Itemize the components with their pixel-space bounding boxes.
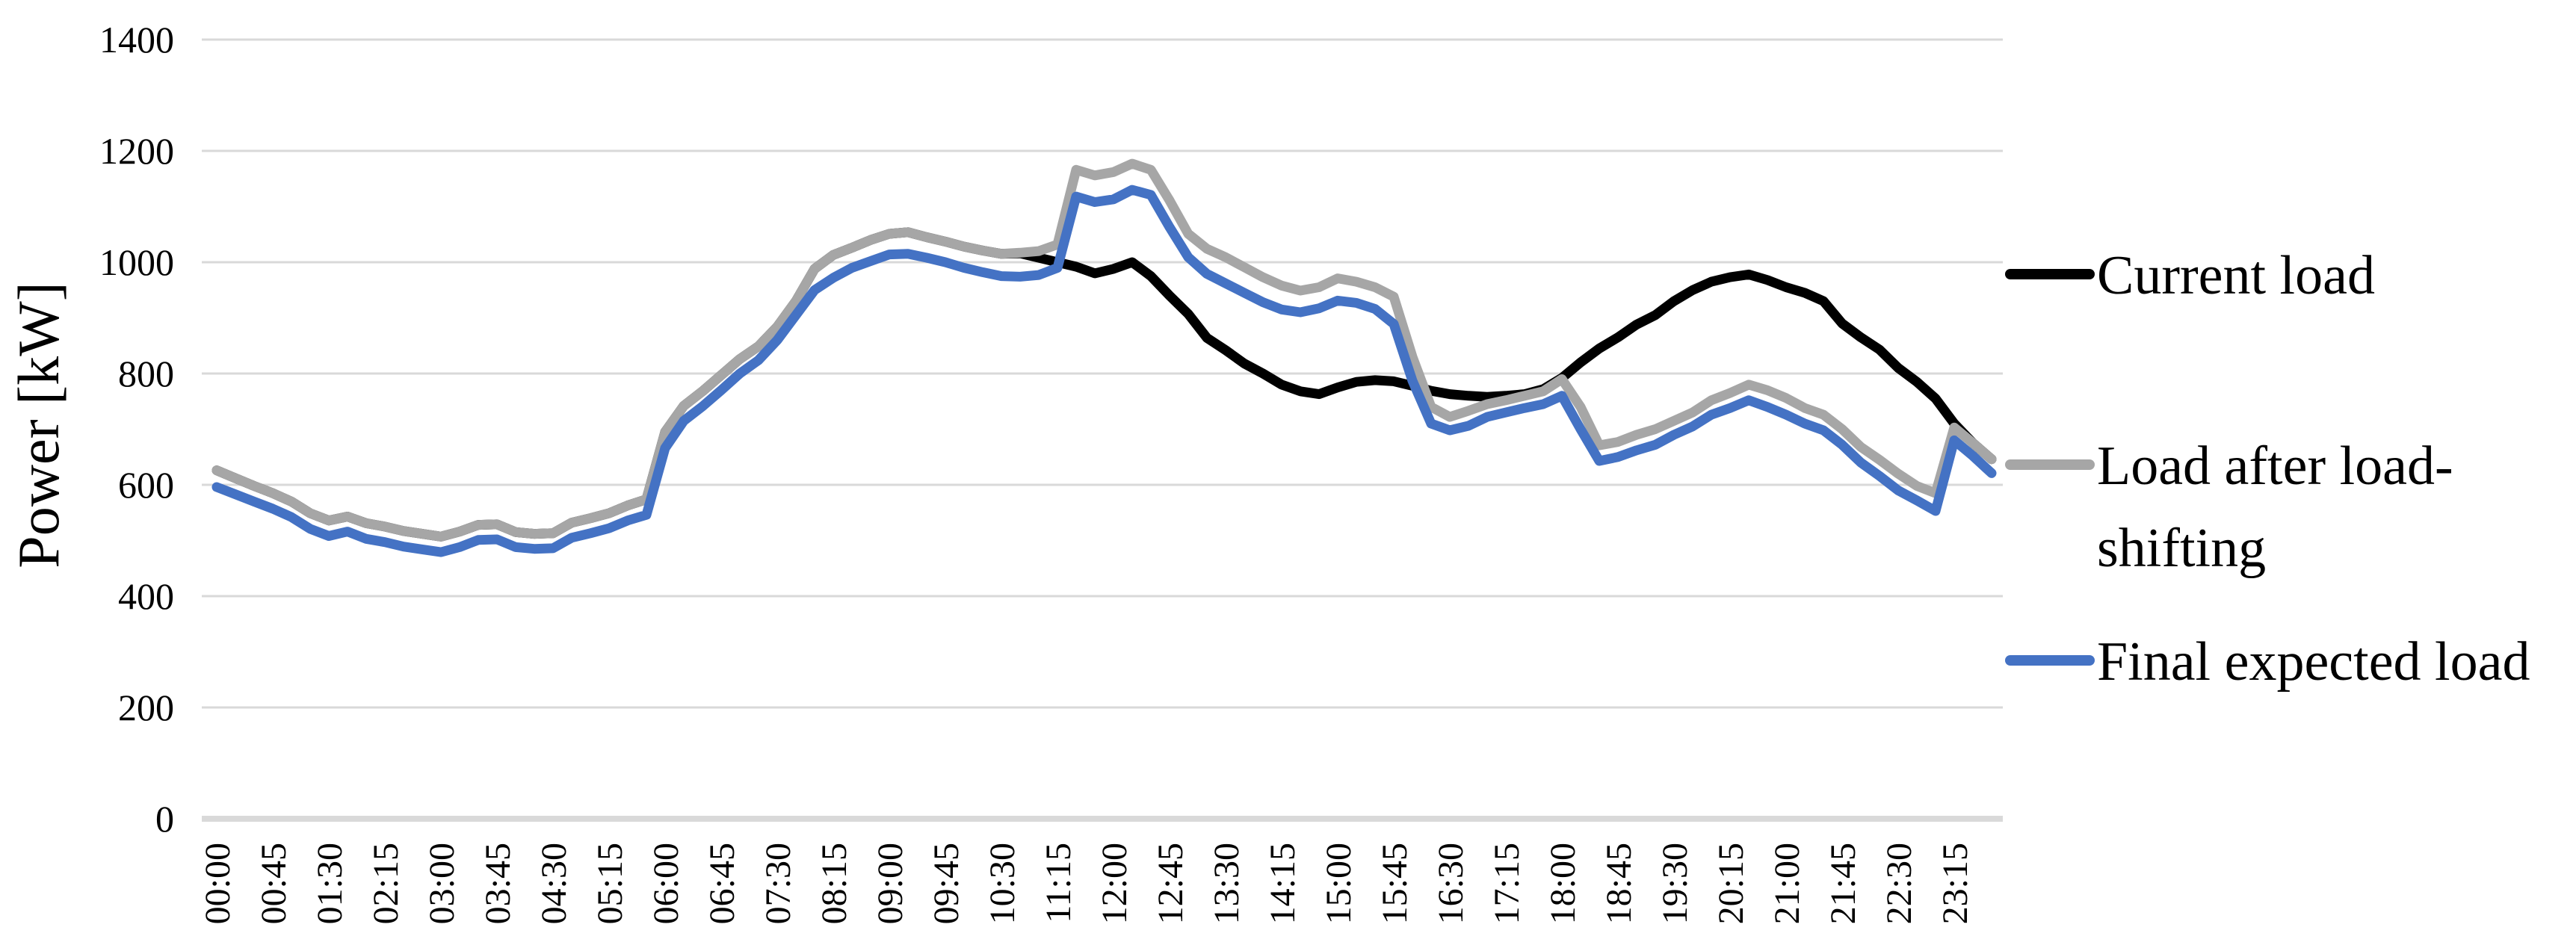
series-line-final-expected-load [211,185,1997,557]
x-tick-label: 08:15 [815,843,854,924]
x-tick-label: 15:00 [1319,843,1359,924]
x-tick-label: 21:45 [1823,843,1863,924]
x-tick-label: 20:15 [1711,843,1751,924]
x-tick-label: 19:30 [1655,843,1695,924]
x-tick-label: 23:15 [1936,843,1975,924]
legend-item-final-expected-load: Final expected load [2005,631,2530,693]
y-tick-label: 1200 [99,130,174,172]
legend-label: Current load [2097,245,2375,306]
x-tick-label: 11:15 [1039,843,1078,923]
series-line-current-load [211,227,1997,542]
x-tick-label: 18:00 [1543,843,1583,924]
x-tick-label: 04:30 [534,843,574,924]
legend-label: shifting [2097,518,2266,579]
x-tick-label: 18:45 [1599,843,1639,924]
series-lines [211,158,1997,557]
y-tick-label: 0 [155,798,174,840]
x-tick-label: 10:30 [983,843,1022,924]
x-tick-label: 01:30 [310,843,350,924]
y-tick-label: 1400 [99,19,174,61]
x-tick-label: 13:30 [1207,843,1247,924]
x-tick-label: 06:45 [702,843,742,924]
x-axis-tick-labels: 00:00 00:45 01:30 02:15 03:00 03:45 04:30 05:15… [198,843,1975,924]
x-tick-label: 06:00 [646,843,686,924]
x-tick-label: 07:30 [759,843,798,924]
x-tick-label: 14:15 [1263,843,1303,924]
x-tick-label: 05:15 [590,843,630,924]
x-tick-label: 22:30 [1880,843,1919,924]
legend: Current load Load after load-shifting Fina… [2005,245,2530,693]
series-line-load-after-load-shifting [211,158,1997,542]
gridlines [202,38,2003,822]
x-tick-label: 00:00 [198,843,238,924]
x-tick-label: 03:00 [422,843,462,924]
legend-label: Final expected load [2097,631,2530,693]
x-tick-label: 03:45 [478,843,518,924]
y-axis-tick-labels: 0 200 400 600 800 1000 1200 1400 [99,19,174,840]
y-tick-label: 400 [118,575,174,617]
legend-item-current-load: Current load [2005,245,2375,306]
x-tick-label: 16:30 [1431,843,1471,924]
x-tick-label: 09:00 [871,843,910,924]
x-tick-label: 21:00 [1767,843,1807,924]
x-tick-label: 12:00 [1095,843,1134,924]
x-tick-label: 15:45 [1375,843,1415,924]
y-axis-title: Power [kW] [6,282,71,568]
y-tick-label: 1000 [99,241,174,283]
x-tick-label: 17:15 [1487,843,1527,924]
y-tick-label: 200 [118,687,174,728]
legend-item-load-after-load-shifting: Load after load-shifting [2005,436,2453,579]
x-tick-label: 02:15 [366,843,406,924]
x-tick-label: 09:45 [927,843,966,924]
x-tick-label: 00:45 [254,843,294,924]
y-tick-label: 800 [118,353,174,394]
x-tick-label: 12:45 [1151,843,1190,924]
y-tick-label: 600 [118,464,174,506]
legend-label: Load after load- [2097,436,2453,497]
